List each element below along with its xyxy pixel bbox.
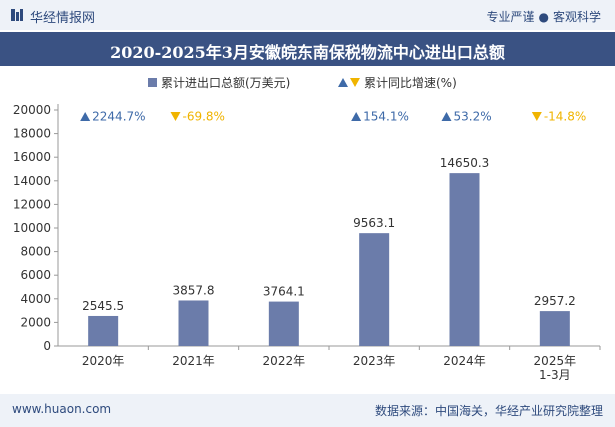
bar-value-label: 2545.5 — [82, 299, 124, 313]
growth-up-triangle — [441, 112, 452, 121]
x-tick-label: 1-3月 — [539, 368, 571, 382]
tagline-right: 客观科学 — [552, 10, 601, 24]
y-tick-label: 6000 — [20, 268, 51, 282]
brand-logo-icon — [11, 9, 23, 21]
growth-value-label: 53.2% — [454, 110, 492, 124]
bar — [88, 315, 119, 346]
x-tick-label: 2023年 — [353, 354, 396, 368]
x-tick-label: 2020年 — [82, 354, 125, 368]
footer-site: www.huaon.com — [12, 402, 112, 416]
dot-separator-icon: ● — [538, 10, 549, 24]
legend-label-total: 累计进出口总额(万美元) — [161, 76, 291, 90]
title-bar: 2020-2025年3月安徽皖东南保税物流中心进出口总额 — [0, 32, 615, 66]
y-tick-label: 0 — [43, 339, 51, 353]
bar-value-label: 2957.2 — [534, 294, 576, 308]
y-tick-label: 18000 — [13, 127, 51, 141]
legend-up-triangle-icon — [338, 78, 348, 87]
y-tick-label: 20000 — [13, 103, 51, 117]
growth-down-triangle — [170, 112, 181, 121]
tagline: 专业严谨 ● 客观科学 — [486, 8, 601, 25]
y-tick-label: 2000 — [20, 315, 51, 329]
legend-item-growth: 累计同比增速(%) — [338, 74, 457, 91]
bar — [539, 311, 570, 346]
y-tick-label: 14000 — [13, 174, 51, 188]
x-tick-label: 2021年 — [172, 354, 215, 368]
y-tick-label: 16000 — [13, 150, 51, 164]
bar — [178, 300, 209, 346]
growth-up-triangle — [351, 112, 362, 121]
chart-legend: 累计进出口总额(万美元) 累计同比增速(%) — [0, 74, 615, 94]
x-tick-label: 2025年 — [534, 354, 577, 368]
y-tick-label: 4000 — [20, 292, 51, 306]
bar-value-label: 3857.8 — [173, 283, 215, 297]
brand-name: 华经情报网 — [30, 11, 96, 26]
growth-up-triangle — [80, 112, 91, 121]
growth-value-label: 2244.7% — [92, 110, 145, 124]
chart-title: 2020-2025年3月安徽皖东南保税物流中心进出口总额 — [110, 43, 505, 62]
growth-down-triangle — [531, 112, 542, 121]
legend-down-triangle-icon — [350, 78, 360, 87]
growth-value-label: -69.8% — [183, 110, 225, 124]
tagline-left: 专业严谨 — [486, 10, 535, 24]
bar-value-label: 9563.1 — [353, 216, 395, 230]
legend-item-total: 累计进出口总额(万美元) — [148, 74, 290, 91]
footer-bar — [0, 394, 615, 427]
y-tick-label: 12000 — [13, 197, 51, 211]
top-bar: 华经情报网 专业严谨 ● 客观科学 — [0, 0, 615, 30]
bar — [359, 233, 390, 346]
footer-source: 数据来源：中国海关，华经产业研究院整理 — [374, 404, 603, 418]
bar — [449, 173, 480, 346]
x-tick-label: 2022年 — [263, 354, 306, 368]
bar-value-label: 3764.1 — [263, 285, 305, 299]
legend-bar-swatch-icon — [148, 78, 157, 87]
growth-value-label: 154.1% — [363, 110, 409, 124]
bar — [268, 301, 299, 346]
x-tick-label: 2024年 — [443, 354, 486, 368]
growth-value-label: -14.8% — [544, 110, 586, 124]
y-tick-label: 10000 — [13, 221, 51, 235]
legend-label-growth: 累计同比增速(%) — [364, 76, 457, 90]
y-tick-label: 8000 — [20, 245, 51, 259]
bar-value-label: 14650.3 — [440, 156, 490, 170]
